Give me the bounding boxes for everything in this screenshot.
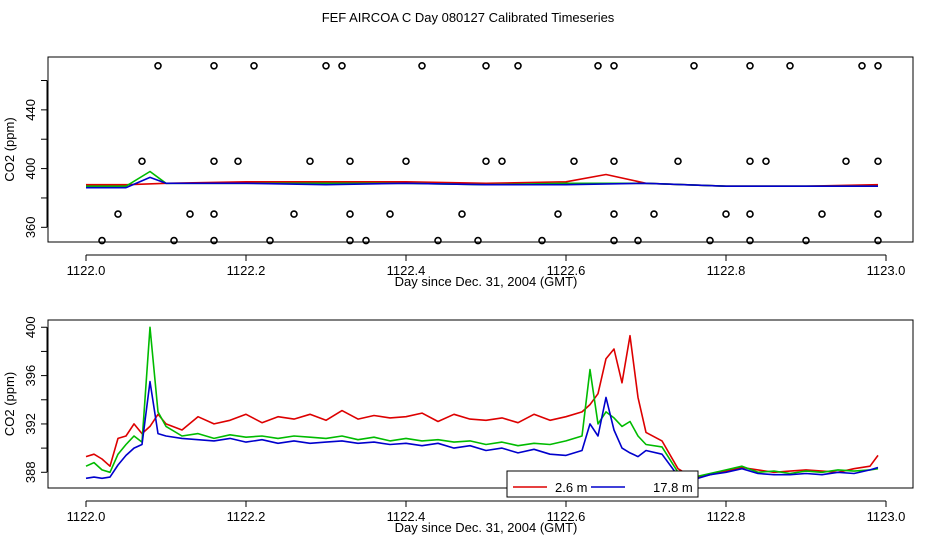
x-tick-label: 1122.2: [227, 263, 266, 278]
scatter-point: [554, 210, 562, 218]
data-layer: [85, 326, 879, 481]
scatter-point: [706, 236, 714, 245]
scatter-point: [306, 157, 314, 166]
scatter-point: [210, 157, 218, 166]
scatter-point: [514, 62, 522, 70]
x-tick-label: 1122.0: [67, 263, 106, 278]
scatter-point: [210, 210, 218, 218]
legend: 2.6 m 17.8 m: [506, 470, 699, 498]
x-tick-label: 1122.2: [227, 509, 266, 524]
scatter-point: [818, 210, 826, 218]
scatter-point: [634, 236, 642, 245]
scatter-point: [346, 236, 354, 245]
scatter-point: [346, 157, 354, 166]
scatter-point: [458, 210, 466, 218]
scatter-point: [610, 236, 618, 245]
scatter-point: [322, 62, 330, 70]
scatter-point: [290, 210, 298, 218]
scatter-point: [650, 210, 658, 218]
scatter-point: [474, 236, 482, 245]
scatter-point: [154, 62, 162, 70]
y-tick-label: 400: [23, 158, 38, 180]
chart-title: FEF AIRCOA C Day 080127 Calibrated Times…: [322, 10, 615, 25]
y-axis-label: CO2 (ppm): [2, 372, 17, 436]
scatter-point: [746, 157, 754, 166]
series-line-2: [86, 176, 878, 189]
x-tick-label: 1122.0: [67, 509, 106, 524]
series-line-0: [85, 334, 879, 480]
bottom-panel: 1122.0 1122.2 1122.4 1122.6 1122.8 1123.0 Day …: [2, 316, 914, 535]
x-tick-label: 1122.8: [707, 509, 746, 524]
scatter-point: [386, 210, 394, 218]
scatter-point: [170, 236, 178, 245]
scatter-point: [570, 157, 578, 166]
scatter-point: [98, 236, 106, 245]
legend-box: [506, 470, 699, 498]
y-tick-label: 400: [23, 316, 38, 338]
x-tick-label: 1123.0: [867, 263, 906, 278]
scatter-point: [786, 62, 794, 70]
scatter-point: [874, 157, 882, 166]
scatter-point: [874, 210, 882, 218]
y-tick-label: 392: [23, 413, 38, 435]
scatter-point: [690, 62, 698, 70]
x-axis-label: Day since Dec. 31, 2004 (GMT): [395, 520, 578, 535]
data-layer: [86, 170, 879, 189]
x-tick-label: 1122.8: [707, 263, 746, 278]
scatter-point: [874, 62, 882, 70]
x-tick-label: 1123.0: [867, 509, 906, 524]
scatter-point: [762, 157, 770, 166]
scatter-point: [858, 62, 866, 70]
scatter-point: [138, 157, 146, 166]
scatter-point: [746, 210, 754, 218]
scatter-point: [538, 236, 546, 245]
x-tick-label: 1122.4: [387, 509, 426, 524]
x-tick-label: 1122.4: [387, 263, 426, 278]
y-tick-label: 440: [23, 99, 38, 121]
scatter-point: [746, 236, 754, 245]
scatter-point: [610, 62, 618, 70]
scatter-point: [434, 236, 442, 245]
scatter-point: [610, 210, 618, 218]
scatter-point: [418, 62, 426, 70]
y-axis-label: CO2 (ppm): [2, 117, 17, 181]
scatter-point: [210, 62, 218, 70]
scatter-point: [402, 157, 410, 166]
y-tick-label: 360: [23, 216, 38, 238]
plot-frame: [47, 56, 914, 243]
scatter-point: [482, 157, 490, 166]
x-axis-label: Day since Dec. 31, 2004 (GMT): [395, 274, 578, 289]
scatter-point: [186, 210, 194, 218]
scatter-point: [674, 157, 682, 166]
scatter-point: [594, 62, 602, 70]
scatter-point: [234, 157, 242, 166]
scatter-point: [266, 236, 274, 245]
legend-label: 17.8 m: [653, 480, 693, 495]
scatter-point: [482, 62, 490, 70]
scatter-point: [874, 236, 882, 245]
series-line-2: [85, 380, 879, 481]
x-tick-label: 1122.6: [547, 509, 586, 524]
scatter-point: [210, 236, 218, 245]
scatter-point: [338, 62, 346, 70]
scatter-point: [842, 157, 850, 166]
legend-label: 2.6 m: [555, 480, 588, 495]
x-tick-label: 1122.6: [547, 263, 586, 278]
y-tick-label: 388: [23, 461, 38, 483]
scatter-point: [610, 157, 618, 166]
scatter-point: [362, 236, 370, 245]
scatter-point: [346, 210, 354, 218]
scatter-point: [114, 210, 122, 218]
series-line-1: [85, 326, 879, 478]
scatter-point: [722, 210, 730, 218]
plot-frame: [47, 319, 914, 489]
scatter-point: [746, 62, 754, 70]
y-tick-label: 396: [23, 365, 38, 387]
scatter-point: [250, 62, 258, 70]
scatter-point: [802, 236, 810, 245]
scatter-point: [498, 157, 506, 166]
top-panel: 1122.0 1122.2 1122.4 1122.6 1122.8 1123.0 Day …: [2, 56, 914, 289]
